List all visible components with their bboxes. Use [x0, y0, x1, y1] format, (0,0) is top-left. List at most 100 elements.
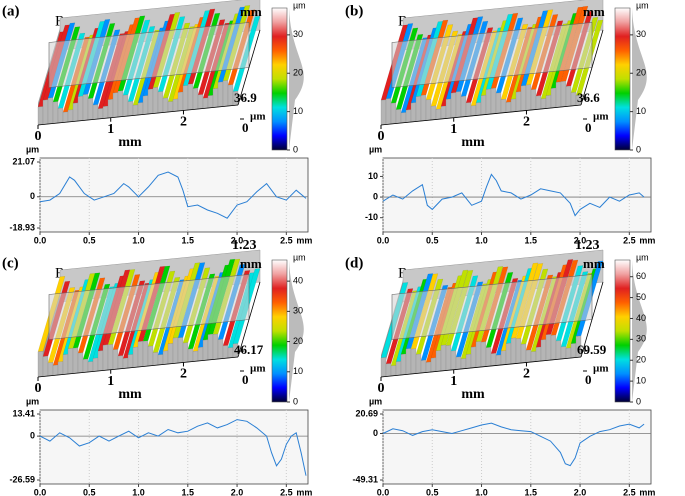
surface-front: [385, 98, 392, 125]
surface-front: [565, 347, 572, 359]
profile-line: [382, 422, 645, 467]
surface-front: [475, 102, 482, 116]
colorbar-tick-label: 10: [636, 375, 646, 385]
surface-front: [227, 347, 234, 359]
surface-front: [485, 347, 492, 367]
surface-front: [380, 99, 387, 126]
surface-x-tick-label: 1: [107, 374, 114, 389]
surface-front: [152, 352, 159, 366]
surface-front: [430, 357, 437, 373]
surface-front: [177, 91, 184, 112]
surface-depth-label: 1.23: [232, 238, 257, 253]
surface-front: [67, 109, 74, 123]
surface-front: [405, 109, 412, 123]
surface-x-label: mm: [461, 135, 485, 150]
y-tick-label: 21.07: [12, 156, 35, 166]
y-label: µm: [26, 396, 39, 406]
surface-front: [410, 348, 417, 375]
surface-front: [47, 97, 54, 125]
surface-front: [390, 365, 397, 377]
colorbar-tick-label: 10: [293, 106, 303, 116]
surface-front: [217, 81, 224, 108]
surface-front: [400, 112, 407, 124]
x-tick-label: 1.0: [132, 235, 145, 245]
surface-z-unit: µm: [593, 363, 609, 375]
surface-front: [425, 361, 432, 373]
surface-front: [162, 97, 169, 113]
surface-front: [520, 85, 527, 112]
surface-front: [525, 84, 532, 111]
surface-front: [535, 95, 542, 110]
surface-front: [202, 339, 209, 361]
colorbar-tick-label: 0: [293, 396, 298, 406]
surface-x-label: mm: [461, 387, 485, 402]
surface-z-tick-label: 69.59: [577, 342, 607, 357]
surface-front: [425, 99, 432, 121]
surface-x-tick-label: 2: [180, 367, 187, 382]
colorbar-histogram: [632, 8, 647, 150]
surface-front: [460, 95, 467, 118]
surface-front: [142, 95, 149, 115]
surface-front: [480, 95, 487, 116]
surface-front: [222, 345, 229, 359]
surface-front: [127, 101, 134, 117]
surface-front: [450, 350, 457, 371]
y-tick-label: 0: [373, 191, 378, 201]
x-tick-label: 2.5: [623, 487, 636, 496]
surface-front: [42, 99, 49, 125]
surface-x-axis: [37, 356, 239, 378]
surface-front: [405, 348, 412, 375]
profile-line: [39, 171, 307, 219]
colorbar-unit: µm: [636, 0, 649, 10]
surface-z-tick-label: 0: [242, 372, 249, 387]
colorbar-tick-label: 40: [636, 313, 646, 323]
y-tick-label: 0: [373, 428, 378, 438]
surface-front: [460, 358, 467, 370]
x-tick-label: 2.0: [574, 235, 587, 245]
panel: (c)Ra=4.778 µm012mm1.23mm046.17µm0102030…: [2, 238, 312, 496]
surface-front: [455, 91, 462, 118]
surface-front: [530, 89, 537, 111]
surface-front: [132, 346, 139, 368]
surface-x-tick-label: 2: [180, 115, 187, 130]
x-label: mm: [639, 235, 655, 245]
x-tick-label: 2.0: [574, 487, 587, 496]
colorbar-tick-label: 20: [293, 68, 303, 78]
surface-x-tick-label: 1: [107, 122, 114, 137]
surface-front: [132, 104, 139, 116]
surface-z-unit: µm: [250, 363, 266, 375]
colorbar-tick-label: 20: [293, 336, 303, 346]
surface-front: [525, 349, 532, 363]
surface-front: [385, 363, 392, 377]
y-tick-label: 20.69: [355, 408, 378, 418]
surface-z-unit: µm: [250, 111, 266, 123]
surface-front: [540, 98, 547, 110]
colorbar-tick-label: 10: [636, 106, 646, 116]
colorbar-tick-label: 30: [293, 306, 303, 316]
surface-front: [112, 92, 119, 118]
y-label: µm: [26, 144, 39, 154]
surface-front: [207, 95, 214, 109]
surface-depth-unit: mm: [240, 4, 262, 19]
surface-front: [545, 95, 552, 109]
surface-front: [515, 91, 522, 112]
surface-front: [102, 105, 109, 119]
surface-front: [470, 105, 477, 117]
surface-front: [207, 333, 214, 361]
x-tick-label: 0.5: [83, 235, 96, 245]
plot-area: [39, 157, 309, 233]
surface-front: [450, 92, 457, 119]
colorbar: [271, 7, 288, 151]
surface-front: [555, 340, 562, 360]
surface-front: [152, 87, 159, 114]
surface-front: [440, 344, 447, 372]
surface-front: [77, 352, 84, 374]
surface-front: [82, 358, 89, 373]
surface-front: [505, 101, 512, 113]
surface-front: [445, 98, 452, 119]
x-tick-label: 1.5: [525, 235, 538, 245]
x-tick-label: 2.0: [231, 235, 244, 245]
y-tick-label: 0: [30, 431, 35, 441]
colorbar: [614, 259, 631, 403]
surface-front: [97, 350, 104, 372]
